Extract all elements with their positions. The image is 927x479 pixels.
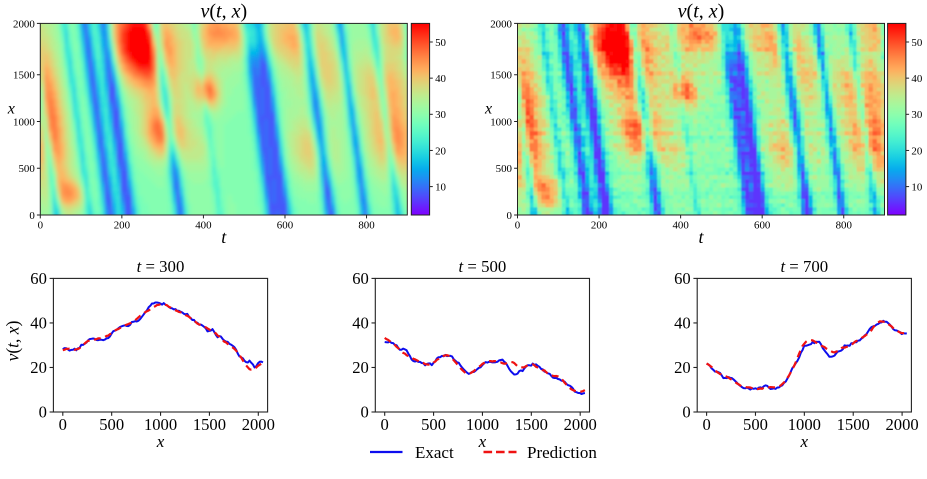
- svg-text:200: 200: [114, 220, 131, 232]
- svg-text:0: 0: [38, 220, 44, 232]
- svg-text:1500: 1500: [515, 415, 548, 434]
- svg-text:500: 500: [18, 163, 35, 175]
- svg-text:50: 50: [435, 37, 446, 49]
- svg-text:2000: 2000: [490, 18, 512, 30]
- svg-text:0: 0: [702, 415, 710, 434]
- svg-text:800: 800: [358, 220, 375, 232]
- svg-text:1000: 1000: [490, 116, 512, 128]
- svg-text:2000: 2000: [13, 18, 35, 30]
- svg-text:600: 600: [754, 220, 771, 232]
- svg-text:2000: 2000: [886, 415, 919, 434]
- svg-text:500: 500: [421, 415, 446, 434]
- svg-text:t: t: [221, 227, 227, 247]
- svg-text:0: 0: [59, 415, 67, 434]
- svg-text:v(t, x): v(t, x): [678, 1, 725, 23]
- svg-text:40: 40: [435, 73, 446, 85]
- svg-text:1000: 1000: [466, 415, 499, 434]
- svg-text:x: x: [800, 432, 809, 451]
- svg-text:40: 40: [674, 313, 691, 332]
- svg-text:1500: 1500: [13, 70, 35, 82]
- svg-text:60: 60: [352, 269, 369, 288]
- svg-text:20: 20: [30, 358, 47, 377]
- svg-text:1500: 1500: [193, 415, 226, 434]
- svg-text:200: 200: [591, 220, 608, 232]
- svg-text:60: 60: [674, 269, 691, 288]
- svg-text:t = 300: t = 300: [137, 257, 185, 276]
- svg-text:v(t, x): v(t, x): [200, 1, 247, 23]
- svg-text:x: x: [156, 432, 165, 451]
- svg-text:0: 0: [381, 415, 389, 434]
- svg-text:30: 30: [911, 109, 922, 121]
- svg-text:x: x: [478, 432, 487, 451]
- svg-text:2000: 2000: [564, 415, 597, 434]
- svg-text:500: 500: [99, 415, 124, 434]
- svg-text:20: 20: [435, 145, 446, 157]
- svg-text:20: 20: [352, 358, 369, 377]
- svg-text:600: 600: [277, 220, 294, 232]
- svg-text:50: 50: [911, 37, 922, 49]
- svg-text:0: 0: [29, 210, 35, 222]
- svg-text:60: 60: [30, 269, 47, 288]
- svg-text:40: 40: [911, 73, 922, 85]
- svg-text:1500: 1500: [837, 415, 870, 434]
- svg-text:2000: 2000: [242, 415, 275, 434]
- svg-text:400: 400: [195, 220, 212, 232]
- svg-text:0: 0: [507, 210, 513, 222]
- svg-text:40: 40: [30, 313, 47, 332]
- svg-text:1500: 1500: [490, 70, 512, 82]
- svg-text:800: 800: [836, 220, 853, 232]
- svg-text:0: 0: [515, 220, 521, 232]
- svg-text:v(t, x): v(t, x): [3, 320, 23, 361]
- svg-text:0: 0: [39, 402, 47, 421]
- svg-text:0: 0: [682, 402, 690, 421]
- svg-text:t: t: [698, 227, 704, 247]
- svg-text:20: 20: [674, 358, 691, 377]
- svg-text:10: 10: [435, 182, 446, 194]
- svg-text:20: 20: [911, 145, 922, 157]
- svg-text:1000: 1000: [13, 116, 35, 128]
- svg-text:1000: 1000: [144, 415, 177, 434]
- svg-text:500: 500: [743, 415, 768, 434]
- svg-text:Exact: Exact: [415, 443, 454, 462]
- svg-text:500: 500: [496, 163, 513, 175]
- svg-text:1000: 1000: [788, 415, 821, 434]
- svg-text:0: 0: [361, 402, 369, 421]
- svg-text:t = 500: t = 500: [459, 257, 507, 276]
- svg-text:400: 400: [672, 220, 689, 232]
- svg-text:40: 40: [352, 313, 369, 332]
- svg-text:Prediction: Prediction: [527, 443, 597, 462]
- svg-text:x: x: [7, 101, 15, 118]
- svg-text:30: 30: [435, 109, 446, 121]
- svg-text:x: x: [484, 101, 492, 118]
- svg-text:10: 10: [911, 182, 922, 194]
- svg-text:t = 700: t = 700: [780, 257, 828, 276]
